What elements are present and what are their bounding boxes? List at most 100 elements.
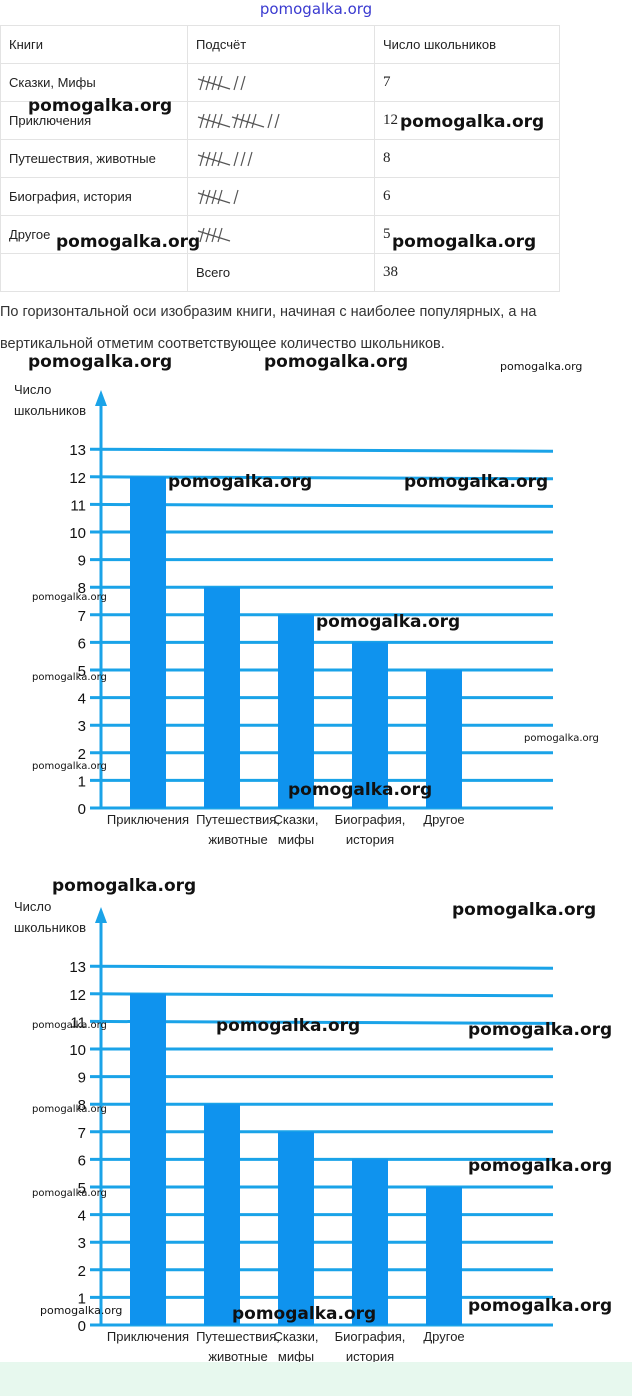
tally-marks-icon	[197, 227, 231, 242]
x-tick-label: история	[346, 1349, 394, 1364]
description-paragraph: По горизонтальной оси изобразим книги, н…	[0, 304, 537, 352]
tally-cross-stroke	[231, 115, 265, 128]
bar	[426, 670, 462, 808]
tally-stroke	[211, 227, 217, 242]
y-axis-label: школьников	[14, 920, 86, 935]
watermark: pomogalka.org	[468, 1020, 613, 1040]
watermark: pomogalka.org	[168, 472, 313, 492]
watermark: pomogalka.org	[404, 472, 549, 492]
watermark: pomogalka.org	[524, 733, 599, 744]
watermark: pomogalka.org	[232, 1304, 377, 1324]
y-tick-label: 5	[78, 1180, 86, 1197]
grid-line	[89, 1019, 554, 1025]
x-tick-label: Другое	[423, 1329, 464, 1344]
header-tally: Подсчёт	[187, 25, 375, 64]
y-tick-label: 8	[78, 580, 86, 597]
tally-stroke	[199, 151, 205, 166]
total-label: Всего	[187, 253, 375, 292]
tally-marks	[187, 101, 375, 140]
tally-stroke	[199, 227, 205, 242]
watermark: pomogalka.org	[32, 1188, 107, 1199]
count-value: 8	[374, 139, 560, 178]
tally-stroke	[211, 189, 217, 204]
tally-cross-stroke	[197, 115, 231, 128]
bar	[204, 1104, 240, 1325]
watermark: pomogalka.org	[468, 1296, 613, 1316]
y-tick-label: 12	[69, 470, 86, 487]
y-tick-label: 12	[69, 987, 86, 1004]
y-tick-label: 4	[78, 691, 86, 708]
y-tick-label: 11	[70, 1014, 86, 1031]
tally-stroke	[267, 113, 273, 128]
grid-line	[89, 964, 554, 970]
y-tick-label: 5	[78, 663, 86, 680]
y-tick-label: 1	[78, 1290, 86, 1307]
x-tick-label: животные	[208, 832, 267, 847]
tally-stroke	[240, 151, 246, 166]
count-value: 7	[374, 63, 560, 102]
tally-stroke	[233, 151, 239, 166]
bar	[278, 1131, 314, 1325]
watermark: pomogalka.org	[392, 232, 537, 252]
tally-stroke	[245, 113, 251, 128]
tally-stroke	[217, 189, 223, 204]
count-value: 6	[374, 177, 560, 216]
y-tick-label: 7	[78, 608, 86, 625]
grid-line	[89, 475, 554, 481]
tally-stroke	[247, 151, 253, 166]
table-total-row: Всего 38	[0, 253, 560, 292]
tally-stroke	[205, 189, 211, 204]
x-tick-label: Путешествия,	[196, 1329, 280, 1344]
y-tick-label: 0	[78, 801, 86, 818]
watermark: pomogalka.org	[452, 900, 597, 920]
tally-cross-stroke	[197, 77, 231, 90]
tally-marks-icon	[197, 113, 280, 128]
tally-marks-icon	[197, 189, 239, 204]
y-tick-label: 3	[78, 718, 86, 735]
x-tick-label: животные	[208, 1349, 267, 1364]
tally-stroke	[205, 227, 211, 242]
x-tick-label: Другое	[423, 812, 464, 827]
watermark: pomogalka.org	[28, 96, 173, 116]
tally-stroke	[233, 113, 239, 128]
watermark: pomogalka.org	[468, 1156, 613, 1176]
table-row: Путешествия, животные 8	[0, 139, 560, 178]
watermark: pomogalka.org	[216, 1016, 361, 1036]
watermark: pomogalka.org	[264, 352, 409, 372]
y-axis-arrow-icon	[95, 390, 107, 406]
tally-stroke	[205, 113, 211, 128]
watermark: pomogalka.org	[32, 672, 107, 683]
x-tick-label: история	[346, 832, 394, 847]
x-tick-label: мифы	[278, 832, 314, 847]
bottom-bar	[0, 1362, 632, 1396]
y-axis-label: Число	[14, 899, 51, 914]
tally-stroke	[240, 75, 246, 90]
header-count: Число школьников	[374, 25, 560, 64]
bar	[278, 614, 314, 808]
x-tick-label: Биография,	[335, 1329, 406, 1344]
x-tick-label: Сказки,	[274, 812, 319, 827]
tally-marks	[187, 139, 375, 178]
y-axis-label: школьников	[14, 403, 86, 418]
tally-stroke	[199, 113, 205, 128]
y-tick-label: 2	[78, 1263, 86, 1280]
y-tick-label: 10	[69, 525, 86, 542]
bar-chart-2: Число школьников 0 1 2 3 4 5 6 7 8 9 10 11 12 13 Приключ…	[0, 895, 632, 1375]
tally-stroke	[217, 151, 223, 166]
tally-stroke	[274, 113, 280, 128]
tally-marks	[187, 63, 375, 102]
y-axis-arrow-icon	[95, 907, 107, 923]
y-tick-label: 9	[78, 553, 86, 570]
y-tick-label: 1	[78, 773, 86, 790]
total-value: 38	[374, 253, 560, 292]
grid-line	[89, 447, 554, 453]
tally-stroke	[233, 189, 239, 204]
tally-stroke	[211, 113, 217, 128]
bar	[130, 476, 166, 808]
y-tick-label: 0	[78, 1318, 86, 1335]
x-tick-label: Сказки,	[274, 1329, 319, 1344]
watermark: pomogalka.org	[52, 876, 197, 896]
tally-stroke	[217, 227, 223, 242]
x-tick-label: Биография,	[335, 812, 406, 827]
top-watermark: pomogalka.org	[259, 0, 373, 18]
